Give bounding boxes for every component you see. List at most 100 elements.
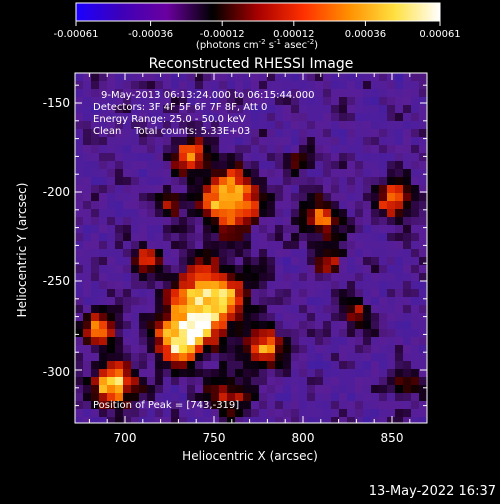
heatmap-cell bbox=[331, 145, 340, 154]
heatmap-cell bbox=[139, 385, 148, 394]
heatmap-cell bbox=[379, 321, 388, 330]
heatmap-cell bbox=[275, 361, 284, 370]
heatmap-cell bbox=[203, 409, 212, 418]
heatmap-cell bbox=[171, 81, 180, 90]
heatmap-cell bbox=[147, 257, 156, 266]
heatmap-cell bbox=[403, 377, 412, 386]
heatmap-cell bbox=[235, 113, 244, 122]
heatmap-cell bbox=[243, 105, 252, 114]
heatmap-cell bbox=[75, 377, 84, 386]
heatmap-cell bbox=[331, 193, 340, 202]
heatmap-cell bbox=[259, 73, 268, 82]
heatmap-cell bbox=[243, 185, 252, 194]
heatmap-cell bbox=[331, 409, 340, 418]
heatmap-cell bbox=[75, 281, 84, 290]
heatmap-cell bbox=[315, 281, 324, 290]
heatmap-cell bbox=[171, 113, 180, 122]
heatmap-cell bbox=[331, 385, 340, 394]
heatmap-cell bbox=[379, 209, 388, 218]
heatmap-cell bbox=[179, 417, 188, 423]
heatmap-cell bbox=[131, 217, 140, 226]
heatmap-cell bbox=[227, 257, 236, 266]
heatmap-cell bbox=[107, 105, 116, 114]
heatmap-cell bbox=[403, 313, 412, 322]
heatmap-cell bbox=[419, 393, 427, 402]
heatmap-cell bbox=[339, 89, 348, 98]
heatmap-cell bbox=[395, 145, 404, 154]
heatmap-cell bbox=[243, 273, 252, 282]
heatmap-cell bbox=[411, 185, 420, 194]
heatmap-cell bbox=[267, 265, 276, 274]
heatmap-cell bbox=[139, 217, 148, 226]
heatmap-cell bbox=[379, 337, 388, 346]
heatmap-cell bbox=[419, 409, 427, 418]
heatmap-cell bbox=[259, 217, 268, 226]
heatmap-cell bbox=[315, 353, 324, 362]
heatmap-cell bbox=[123, 193, 132, 202]
heatmap-cell bbox=[187, 113, 196, 122]
heatmap-cell bbox=[235, 169, 244, 178]
heatmap-cell bbox=[339, 409, 348, 418]
heatmap-cell bbox=[91, 281, 100, 290]
heatmap-cell bbox=[387, 137, 396, 146]
heatmap-cell bbox=[419, 129, 427, 138]
heatmap-cell bbox=[107, 97, 116, 106]
heatmap-cell bbox=[195, 113, 204, 122]
heatmap-cell bbox=[171, 153, 180, 162]
heatmap-cell bbox=[171, 385, 180, 394]
heatmap-cell bbox=[307, 113, 316, 122]
heatmap-cell bbox=[331, 121, 340, 130]
heatmap-cell bbox=[155, 153, 164, 162]
heatmap-cell bbox=[123, 129, 132, 138]
heatmap-cell bbox=[203, 337, 212, 346]
heatmap-cell bbox=[283, 353, 292, 362]
heatmap-cell bbox=[363, 153, 372, 162]
heatmap-cell bbox=[347, 297, 356, 306]
heatmap-cell bbox=[371, 329, 380, 338]
heatmap-cell bbox=[227, 377, 236, 386]
heatmap-cell bbox=[91, 313, 100, 322]
heatmap-cell bbox=[107, 345, 116, 354]
heatmap-cell bbox=[419, 193, 427, 202]
heatmap-cell bbox=[395, 137, 404, 146]
heatmap-cell bbox=[131, 401, 140, 410]
heatmap-cell bbox=[251, 209, 260, 218]
heatmap-cell bbox=[99, 89, 108, 98]
heatmap-cell bbox=[139, 225, 148, 234]
heatmap-cell bbox=[267, 137, 276, 146]
heatmap-cell bbox=[283, 97, 292, 106]
heatmap-cell bbox=[131, 377, 140, 386]
heatmap-cell bbox=[99, 177, 108, 186]
heatmap-cell bbox=[235, 241, 244, 250]
heatmap-cell bbox=[123, 409, 132, 418]
heatmap-cell bbox=[347, 313, 356, 322]
heatmap-cell bbox=[339, 209, 348, 218]
heatmap-cell bbox=[387, 89, 396, 98]
heatmap-cell bbox=[275, 281, 284, 290]
heatmap-cell bbox=[363, 217, 372, 226]
heatmap-cell bbox=[155, 129, 164, 138]
heatmap-cell bbox=[83, 257, 92, 266]
heatmap-cell bbox=[299, 129, 308, 138]
heatmap-cell bbox=[179, 393, 188, 402]
heatmap-cell bbox=[115, 401, 124, 410]
heatmap-cell bbox=[267, 105, 276, 114]
heatmap-cell bbox=[291, 97, 300, 106]
heatmap-cell bbox=[411, 361, 420, 370]
heatmap-cell bbox=[195, 329, 204, 338]
heatmap-cell bbox=[251, 361, 260, 370]
heatmap-cell bbox=[259, 145, 268, 154]
heatmap-cell bbox=[403, 289, 412, 298]
heatmap-cell bbox=[155, 169, 164, 178]
heatmap-cell bbox=[267, 273, 276, 282]
heatmap-cell bbox=[267, 153, 276, 162]
heatmap-cell bbox=[155, 297, 164, 306]
heatmap-cell bbox=[395, 73, 404, 82]
heatmap-cell bbox=[99, 193, 108, 202]
heatmap-cell bbox=[203, 129, 212, 138]
heatmap-cell bbox=[75, 249, 84, 258]
heatmap-cell bbox=[99, 161, 108, 170]
heatmap-cell bbox=[331, 257, 340, 266]
heatmap-cell bbox=[91, 393, 100, 402]
heatmap-cell bbox=[323, 393, 332, 402]
